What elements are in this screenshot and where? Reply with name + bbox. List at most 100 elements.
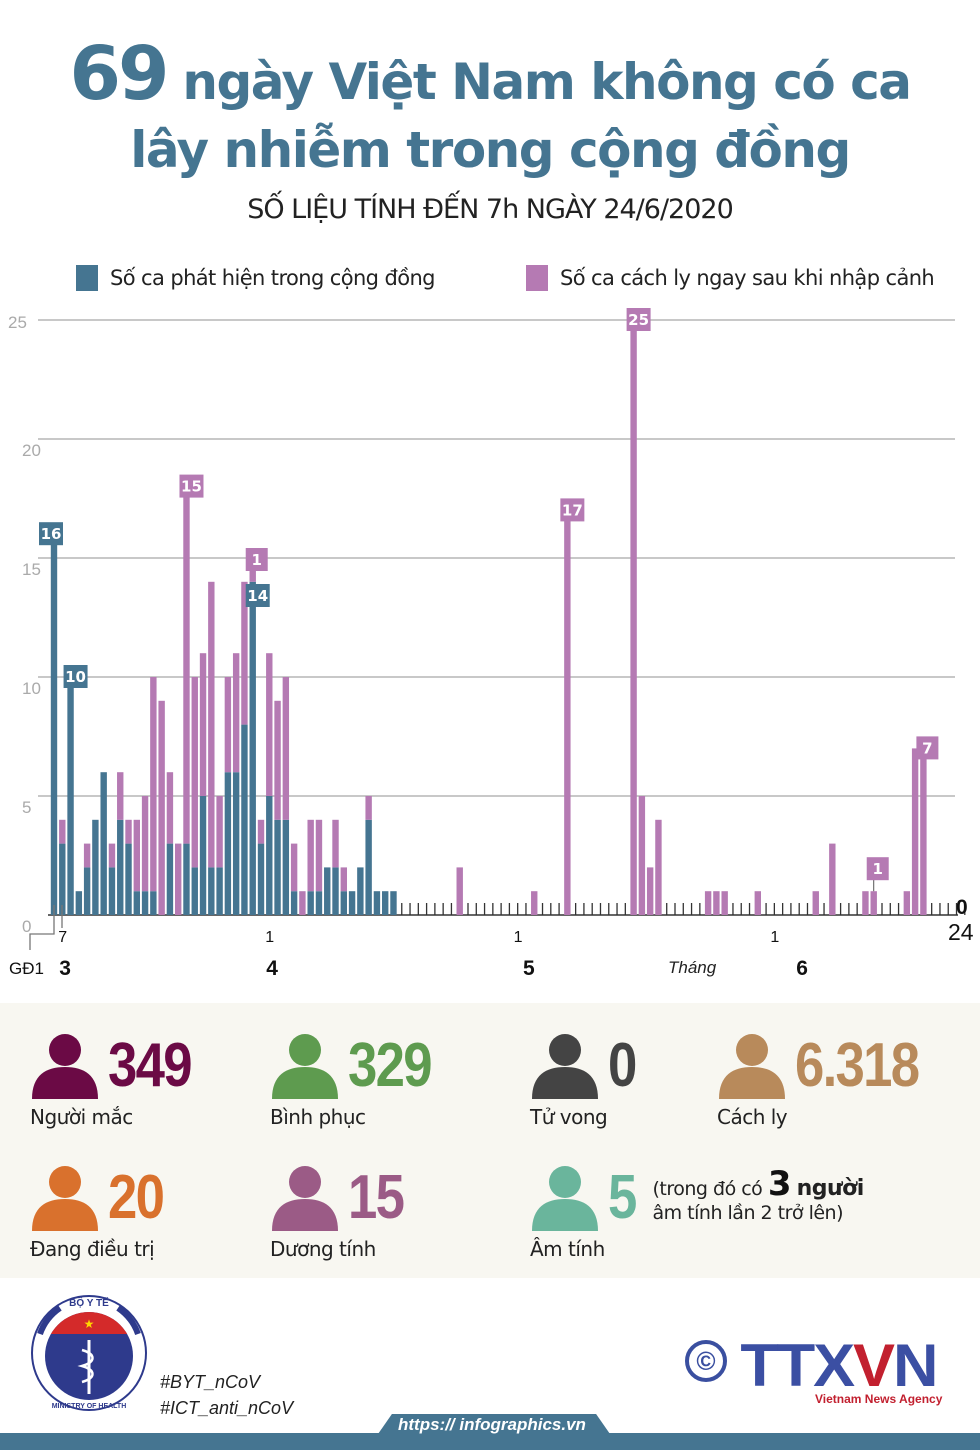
bar-community bbox=[249, 581, 256, 915]
bar-community bbox=[100, 772, 107, 915]
bar-community bbox=[183, 843, 190, 915]
bar-community bbox=[133, 891, 140, 915]
bar-community bbox=[324, 867, 331, 915]
brand-text: TTX bbox=[740, 1332, 855, 1399]
stat-value: 349 bbox=[108, 1031, 193, 1100]
end-value-label: 0 bbox=[956, 896, 968, 919]
bar-community bbox=[125, 843, 132, 915]
stat-value: 329 bbox=[348, 1031, 433, 1100]
svg-text:★: ★ bbox=[84, 1317, 95, 1331]
phase-label: GĐ1 bbox=[9, 959, 44, 978]
bar-community bbox=[92, 819, 99, 915]
brand-v: V bbox=[853, 1332, 895, 1399]
person-icon bbox=[272, 1034, 338, 1099]
title-line-2: lây nhiễm trong cộng đồng bbox=[130, 121, 851, 179]
legend-item-community: Số ca phát hiện trong cộng đồng bbox=[76, 265, 436, 291]
y-tick-label: 20 bbox=[22, 441, 41, 460]
bar-imported bbox=[862, 891, 869, 915]
phase-bracket bbox=[29, 905, 55, 950]
bar-community bbox=[232, 772, 240, 915]
stat-label: Người mắc bbox=[30, 1105, 133, 1129]
bar-community bbox=[50, 534, 58, 915]
y-tick-label: 10 bbox=[22, 679, 41, 698]
stat-value: 15 bbox=[348, 1163, 405, 1232]
title-line-1: ngày Việt Nam không có ca bbox=[182, 53, 912, 111]
stat-value: 5 bbox=[608, 1163, 637, 1232]
x-tick-label: 7 bbox=[58, 929, 67, 946]
x-tick-label: 24 bbox=[948, 919, 974, 945]
month-label: 6 bbox=[796, 957, 808, 980]
bar-imported bbox=[59, 819, 66, 844]
bar-imported bbox=[183, 486, 190, 844]
bar-imported bbox=[282, 677, 290, 820]
data-label-box bbox=[560, 498, 585, 522]
stat-recovered: 329 Bình phục bbox=[270, 1031, 445, 1129]
footer: ★ BỘ Y TẾ MINISTRY OF HEALTH #BYT_nCoV #… bbox=[0, 1278, 980, 1450]
bar-community bbox=[224, 772, 232, 915]
data-label: 25 bbox=[628, 311, 649, 329]
bar-community bbox=[340, 891, 347, 915]
bar-community bbox=[199, 796, 207, 915]
data-label: 14 bbox=[247, 587, 268, 605]
subtitle: SỐ LIỆU TÍNH ĐẾN 7h NGÀY 24/6/2020 bbox=[247, 194, 734, 225]
bar-community bbox=[357, 867, 364, 915]
website-link[interactable]: https:// infographics.vn bbox=[378, 1414, 610, 1434]
bar-community bbox=[108, 867, 116, 915]
bar-imported bbox=[274, 700, 281, 820]
legend-label-imported: Số ca cách ly ngay sau khi nhập cảnh bbox=[560, 266, 935, 290]
x-tick-label: 1 bbox=[770, 929, 779, 946]
bar-community bbox=[166, 843, 174, 915]
bar-imported bbox=[257, 819, 265, 844]
month-label: 4 bbox=[266, 957, 278, 980]
bar-community bbox=[365, 819, 372, 915]
hashtags: #BYT_nCoV #ICT_anti_nCoV bbox=[160, 1369, 293, 1421]
bar-community bbox=[332, 867, 339, 915]
data-label-box bbox=[245, 584, 270, 607]
bar-imported bbox=[646, 867, 654, 915]
person-icon bbox=[32, 1166, 98, 1231]
stat-label: Tử vong bbox=[530, 1105, 608, 1129]
bar-imported bbox=[216, 796, 223, 868]
stat-deaths: 0 Tử vong bbox=[530, 1031, 640, 1129]
stat-label: Dương tính bbox=[270, 1237, 376, 1261]
legend-swatch-imported bbox=[526, 265, 548, 291]
x-tick-label: 1 bbox=[514, 929, 523, 946]
title-number: 69 bbox=[69, 31, 169, 117]
bar-imported bbox=[315, 819, 323, 892]
bar-imported bbox=[721, 891, 728, 915]
note-number: 3 bbox=[767, 1163, 792, 1204]
bar-community bbox=[59, 843, 66, 915]
bar-community bbox=[67, 677, 74, 915]
bar-imported bbox=[704, 891, 712, 915]
bar-imported bbox=[108, 843, 116, 868]
stat-treating: 20 Đang điều trị bbox=[30, 1163, 173, 1261]
hashtag[interactable]: #ICT_anti_nCoV bbox=[160, 1398, 294, 1418]
bar-community bbox=[373, 891, 381, 915]
x-axis-caption: Tháng bbox=[668, 958, 717, 977]
data-label: 1 bbox=[873, 860, 883, 878]
data-label: 7 bbox=[922, 739, 932, 757]
negative-note: (trong đó có 3 người âm tính lần 2 trở l… bbox=[652, 1167, 865, 1225]
note-unit: người bbox=[796, 1175, 865, 1201]
stat-value: 0 bbox=[608, 1031, 637, 1100]
bar-imported bbox=[208, 581, 215, 868]
bar-imported bbox=[266, 653, 273, 796]
bar-imported bbox=[903, 891, 911, 915]
ministry-name-bottom: MINISTRY OF HEALTH bbox=[52, 1403, 127, 1410]
bar-imported bbox=[655, 819, 662, 915]
hashtag[interactable]: #BYT_nCoV bbox=[160, 1372, 261, 1392]
stats-panel: 349 Người mắc 329 Bình phục 0 Tử vong 6.… bbox=[0, 1003, 980, 1278]
bar-community bbox=[191, 867, 198, 915]
bar-imported bbox=[531, 891, 538, 915]
note-line-2: âm tính lần 2 trở lên) bbox=[652, 1201, 844, 1224]
bar-imported bbox=[638, 796, 646, 915]
stat-value: 20 bbox=[108, 1163, 165, 1232]
bar-community bbox=[348, 891, 356, 915]
bar-imported bbox=[920, 748, 927, 915]
y-tick-label: 0 bbox=[22, 917, 31, 936]
stat-negative: 5 (trong đó có 3 người âm tính lần 2 trở… bbox=[530, 1163, 864, 1261]
bar-community bbox=[266, 796, 273, 915]
stat-label: Đang điều trị bbox=[30, 1237, 155, 1261]
bar-imported bbox=[829, 843, 836, 915]
bar-imported bbox=[150, 677, 157, 892]
